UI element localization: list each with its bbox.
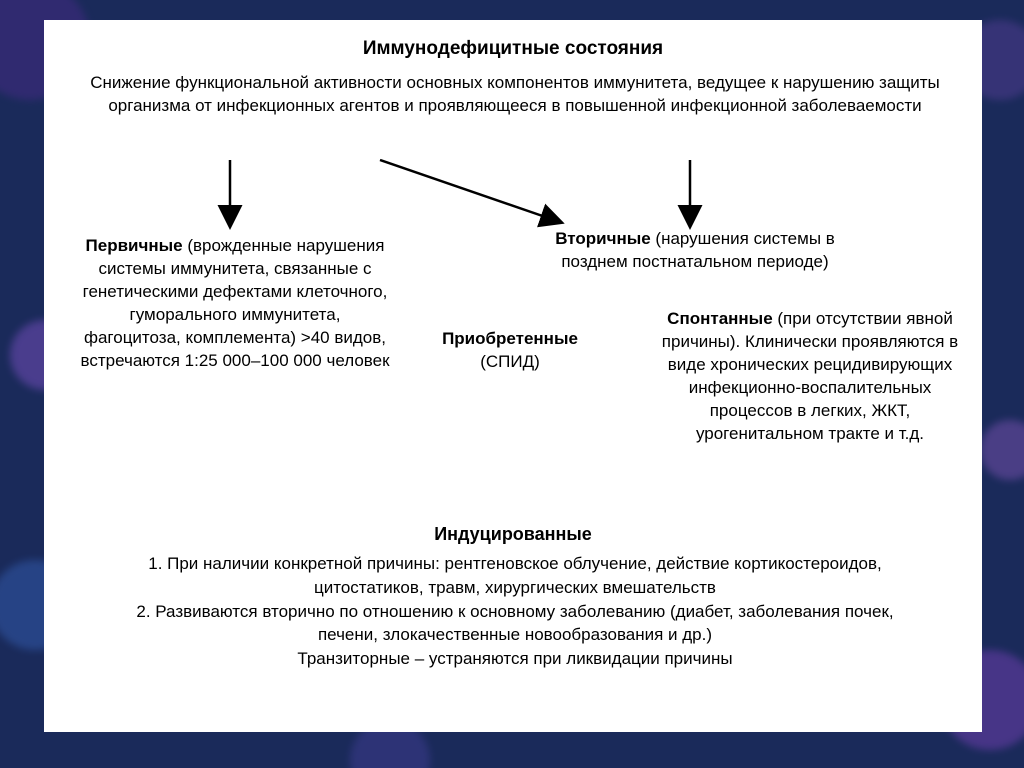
acquired-text: (СПИД) [410,351,610,374]
primary-text: (врожденные нарушения системы иммунитета… [80,236,389,370]
secondary-block: Вторичные (нарушения системы в позднем п… [545,228,845,274]
acquired-block: Приобретенные (СПИД) [410,328,610,374]
primary-block: Первичные (врожденные нарушения системы … [80,235,390,373]
induced-title: Индуцированные [44,524,982,545]
slide: Иммунодефицитные состояния Снижение функ… [44,20,982,732]
spontaneous-block: Спонтанные (при отсутствии явной причины… [650,308,970,446]
primary-label: Первичные [86,236,183,255]
acquired-label: Приобретенные [410,328,610,351]
spontaneous-label: Спонтанные [667,309,773,328]
induced-body: 1. При наличии конкретной причины: рентг… [105,552,925,671]
secondary-label: Вторичные [555,229,650,248]
spontaneous-text: (при отсутствии явной причины). Клиничес… [662,309,958,443]
